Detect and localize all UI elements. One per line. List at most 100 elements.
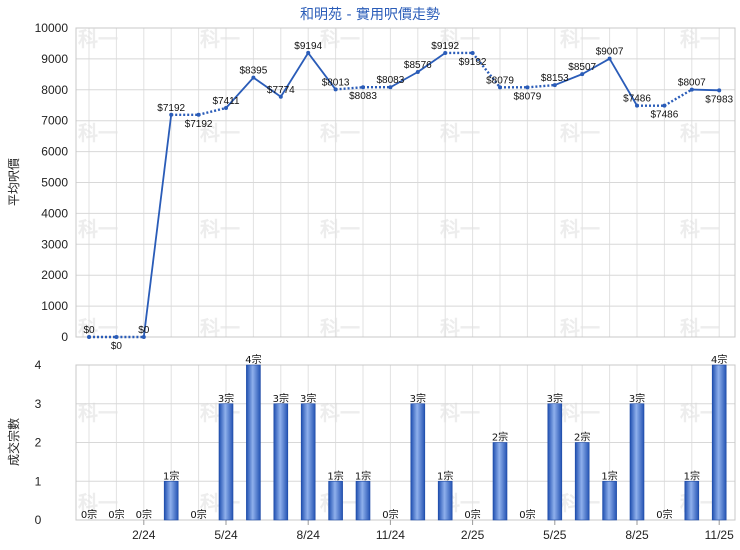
volume-bar-label: 0宗	[382, 508, 398, 521]
price-point	[87, 335, 91, 339]
volume-bar	[711, 364, 727, 521]
volume-bar-label: 2宗	[492, 431, 508, 444]
volume-bar-label: 3宗	[410, 392, 426, 405]
price-y-ticks: 0 1000 2000 3000 4000 5000 6000 7000 8000 9000 100…	[35, 21, 69, 344]
watermark-text: 科一	[560, 27, 600, 51]
price-point-label: $9192	[431, 41, 459, 52]
volume-bar	[218, 403, 234, 521]
volume-bar-label: 0宗	[464, 508, 480, 521]
volume-bar-label: 1宗	[601, 469, 617, 482]
volume-bar-label: 0宗	[108, 508, 124, 521]
price-point	[552, 83, 557, 88]
price-point	[169, 112, 174, 117]
volume-bar	[574, 442, 590, 521]
volume-y-ticks: 0 1 2 3 4	[35, 358, 42, 527]
axes	[75, 27, 736, 521]
price-y-tick-label: 3000	[41, 237, 68, 251]
price-point-label: $8013	[322, 77, 350, 88]
price-point	[251, 75, 256, 80]
volume-bar-label: 1宗	[327, 469, 343, 482]
price-line-segment	[225, 76, 255, 109]
watermark-text: 科一	[680, 27, 720, 51]
price-point-label: $9194	[294, 41, 322, 52]
price-point-label: $7774	[267, 85, 295, 96]
price-point-label: $9192	[459, 57, 487, 68]
watermark-text: 科一	[78, 27, 118, 51]
price-y-tick-label: 9000	[41, 52, 68, 66]
watermark-text: 科一	[680, 121, 720, 145]
x-tick-label: 5/24	[214, 528, 238, 542]
volume-bar	[163, 480, 179, 521]
watermark-text: 科一	[78, 401, 118, 425]
volume-bar-label: 1宗	[355, 469, 371, 482]
price-y-tick-label: 7000	[41, 114, 68, 128]
price-plot-frame	[75, 27, 736, 338]
volume-y-tick-label: 2	[35, 436, 42, 450]
volume-bar-label: 1宗	[437, 469, 453, 482]
watermark-text: 科一	[440, 121, 480, 145]
price-point-label: $8395	[239, 66, 267, 77]
volume-bar	[492, 442, 508, 521]
volume-bar	[410, 403, 426, 521]
price-y-tick-label: 0	[61, 330, 68, 344]
price-y-axis-label: 平均呎價	[7, 158, 21, 206]
price-point-label: $7411	[212, 96, 240, 107]
watermark-text: 科一	[440, 27, 480, 51]
volume-bar-label: 4宗	[245, 353, 261, 366]
price-point	[717, 88, 722, 93]
volume-bar	[246, 364, 261, 521]
volume-bar-label: 0宗	[519, 508, 535, 521]
price-point	[525, 85, 530, 90]
price-point	[635, 103, 639, 108]
x-axis-ticks: 2/24 5/24 8/24 11/24 2/25 5/25 8/25 11/25	[132, 520, 734, 542]
watermark-text: 科一	[560, 217, 600, 241]
volume-bar	[273, 403, 289, 521]
watermark-text: 科一	[200, 121, 240, 145]
price-point-label: $7192	[185, 119, 213, 130]
price-y-tick-label: 2000	[41, 268, 68, 282]
price-y-tick-label: 8000	[41, 83, 68, 97]
chart-title: 和明苑 - 實用呎價走勢	[300, 6, 440, 23]
price-line-segment	[280, 52, 309, 98]
x-tick-label: 8/24	[297, 528, 321, 542]
price-point	[333, 87, 338, 92]
price-point-label: $8153	[541, 73, 569, 84]
price-line-segment	[142, 114, 173, 338]
watermark-text: 科一	[200, 27, 240, 51]
watermark-text: 科一	[320, 27, 360, 51]
volume-bar	[602, 480, 617, 521]
volume-bar-label: 1宗	[163, 469, 179, 482]
volume-bar	[355, 480, 371, 521]
watermark-text: 科一	[680, 217, 720, 241]
price-line-segment	[417, 52, 446, 73]
price-line-segment	[608, 58, 638, 107]
price-y-tick-label: 4000	[41, 206, 68, 220]
price-point	[306, 50, 311, 55]
volume-y-tick-label: 4	[35, 358, 42, 372]
price-point-label: $8007	[678, 78, 706, 89]
watermark-text: 科一	[78, 121, 118, 145]
volume-y-tick-label: 3	[35, 397, 42, 411]
price-point	[388, 85, 393, 90]
volume-y-axis-label: 成交宗數	[6, 418, 21, 466]
price-point-label: $7192	[157, 103, 185, 114]
watermark-text: 科一	[320, 401, 360, 425]
volume-bar	[437, 480, 453, 521]
watermark-text: 科一	[200, 316, 240, 340]
x-tick-label: 5/25	[543, 528, 567, 542]
price-y-tick-label: 6000	[41, 145, 68, 159]
price-point	[689, 87, 694, 92]
price-line-segment	[389, 71, 419, 89]
price-line-segment	[663, 88, 693, 107]
volume-y-tick-label: 0	[35, 513, 42, 527]
price-point-label: $8083	[376, 75, 404, 86]
price-line-segment	[307, 52, 337, 90]
watermark-text: 科一	[78, 217, 118, 241]
volume-bar-label: 1宗	[684, 469, 700, 482]
price-line-segment	[471, 52, 501, 89]
price-line-segment	[252, 76, 282, 98]
watermark-text: 科一	[78, 491, 118, 515]
volume-bar	[684, 480, 700, 521]
volume-bar-label: 3宗	[273, 392, 289, 405]
